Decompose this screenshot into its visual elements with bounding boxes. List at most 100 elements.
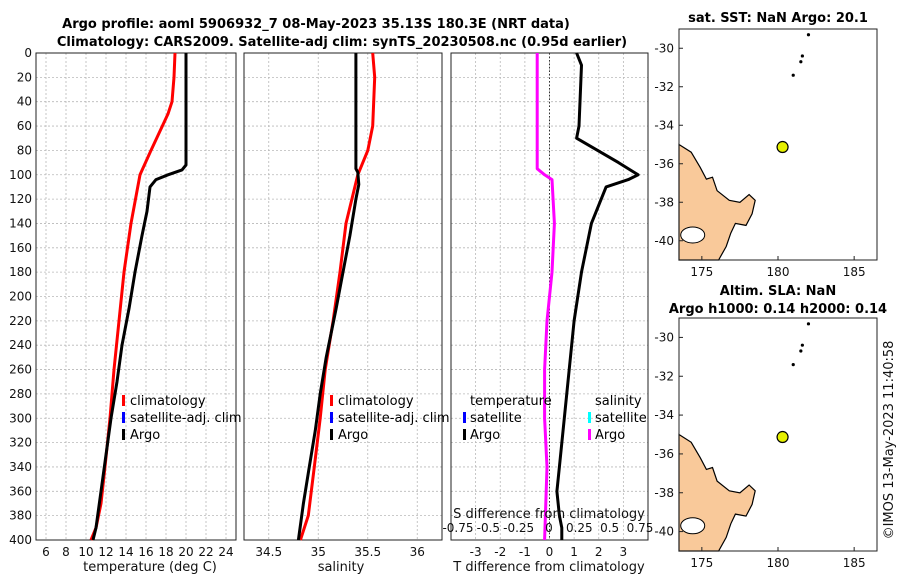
legend-header-temperature: temperature bbox=[470, 394, 552, 409]
sst-map-panel: 175 180 185 -30 -32 -34 -36 -38 -40 bbox=[654, 28, 878, 279]
x-tick-label: 3 bbox=[620, 545, 628, 559]
y-tick-label: -40 bbox=[654, 525, 674, 539]
y-tick-label: 40 bbox=[17, 95, 32, 109]
x-tick-label: 180 bbox=[767, 265, 790, 279]
y-tick-label: 220 bbox=[9, 314, 32, 328]
x-tick-label: -3 bbox=[470, 545, 482, 559]
y-tick-label: -38 bbox=[654, 195, 674, 209]
legend-header-salinity: salinity bbox=[595, 394, 642, 409]
y-tick-label: 320 bbox=[9, 436, 32, 450]
difference-panel: -3 -2 -1 0 1 2 3 temperature salinity satellite Ar… bbox=[442, 52, 654, 559]
y-tick-label: -40 bbox=[654, 234, 674, 248]
x-tick-label: 175 bbox=[690, 556, 713, 570]
top-tick-label: -0.25 bbox=[503, 521, 534, 535]
x-tick-label: 10 bbox=[78, 545, 93, 559]
y-tick-label: 20 bbox=[17, 70, 32, 84]
y-tick-label: 80 bbox=[17, 143, 32, 157]
y-tick-label: 300 bbox=[9, 411, 32, 425]
series-line-t-argo bbox=[555, 52, 640, 540]
legend-label: Argo bbox=[130, 428, 160, 443]
legend-label: Argo bbox=[595, 428, 625, 443]
title-line-2: Climatology: CARS2009. Satellite-adj cli… bbox=[57, 35, 627, 50]
salinity-panel: 34.5 35 35.5 36 climatology satellite-adj. cl… bbox=[243, 52, 450, 559]
y-tick-label: 200 bbox=[9, 290, 32, 304]
y-tick-label: -34 bbox=[654, 118, 674, 132]
y-tick-label: 400 bbox=[9, 533, 32, 547]
y-tick-label: 240 bbox=[9, 338, 32, 352]
y-tick-label: 340 bbox=[9, 460, 32, 474]
y-tick-label: -34 bbox=[654, 408, 674, 422]
x-tick-label: 8 bbox=[62, 545, 70, 559]
top-tick-label: 0 bbox=[545, 521, 553, 535]
x-tick-label: 175 bbox=[690, 265, 713, 279]
island-dot bbox=[806, 33, 811, 37]
x-tick-label: 20 bbox=[178, 545, 193, 559]
y-tick-label: 260 bbox=[9, 363, 32, 377]
top-tick-label: 0.75 bbox=[627, 521, 654, 535]
title-line-1: Argo profile: aoml 5906932_7 08-May-2023… bbox=[62, 17, 570, 32]
series-line-argo bbox=[91, 53, 188, 541]
legend-label: Argo bbox=[470, 428, 500, 443]
sla-map-title-1: Altim. SLA: NaN bbox=[720, 284, 836, 299]
legend-label: Argo bbox=[338, 428, 368, 443]
legend-label: climatology bbox=[338, 394, 414, 409]
y-tick-label: -36 bbox=[654, 447, 674, 461]
y-tick-label: 140 bbox=[9, 216, 32, 230]
legend-swatch bbox=[463, 429, 466, 440]
series-line-argo bbox=[296, 53, 361, 541]
island-dot bbox=[791, 363, 795, 367]
x-tick-label: 22 bbox=[198, 545, 213, 559]
legend-label: satellite bbox=[470, 411, 522, 426]
y-tick-label: -38 bbox=[654, 486, 674, 500]
x-tick-label: 6 bbox=[42, 545, 50, 559]
y-tick-label: 380 bbox=[9, 509, 32, 523]
x-tick-label: 185 bbox=[843, 556, 866, 570]
legend-swatch bbox=[122, 395, 125, 406]
plot-frame bbox=[243, 52, 443, 541]
y-tick-label: -36 bbox=[654, 157, 674, 171]
y-tick-label: 100 bbox=[9, 168, 32, 182]
x-tick-label: 12 bbox=[98, 545, 113, 559]
legend-swatch bbox=[463, 412, 466, 423]
sst-map-title: sat. SST: NaN Argo: 20.1 bbox=[688, 11, 868, 26]
salinity-xlabel: salinity bbox=[318, 560, 365, 575]
top-tick-label: 0.25 bbox=[566, 521, 593, 535]
y-tick-label: 160 bbox=[9, 241, 32, 255]
y-tick-label: 120 bbox=[9, 192, 32, 206]
island-dot bbox=[791, 73, 795, 77]
difference-top-label: S difference from climatology bbox=[453, 507, 645, 522]
x-tick-label: -2 bbox=[494, 545, 506, 559]
x-tick-label: 2 bbox=[595, 545, 603, 559]
y-tick-label: 360 bbox=[9, 484, 32, 498]
series-line-climatology bbox=[298, 52, 377, 541]
top-tick-label: -0.5 bbox=[477, 521, 500, 535]
x-tick-label: 185 bbox=[843, 265, 866, 279]
x-tick-label: 180 bbox=[767, 556, 790, 570]
x-tick-label: 35 bbox=[311, 545, 326, 559]
argo-position-marker bbox=[776, 140, 789, 154]
x-tick-label: 36 bbox=[410, 545, 425, 559]
legend-swatch bbox=[122, 412, 125, 423]
x-tick-label: 24 bbox=[218, 545, 233, 559]
land-inlet bbox=[680, 226, 706, 244]
legend-swatch bbox=[330, 395, 333, 406]
island-dot bbox=[806, 322, 811, 326]
y-tick-label: -32 bbox=[654, 369, 674, 383]
y-tick-label: -30 bbox=[654, 41, 674, 55]
difference-xlabel: T difference from climatology bbox=[452, 560, 645, 575]
timestamp-watermark: ©IMOS 13-May-2023 11:40:58 bbox=[882, 341, 897, 540]
island-dot bbox=[800, 54, 804, 58]
x-tick-label: 18 bbox=[158, 545, 173, 559]
x-tick-label: 0 bbox=[546, 545, 554, 559]
y-tick-label: 0 bbox=[24, 46, 32, 60]
legend-label: satellite bbox=[595, 411, 647, 426]
x-tick-label: 35.5 bbox=[354, 545, 381, 559]
series-line-s-argo bbox=[535, 53, 556, 541]
x-tick-label: 16 bbox=[138, 545, 153, 559]
temperature-xlabel: temperature (deg C) bbox=[83, 560, 217, 575]
legend-swatch bbox=[588, 429, 591, 440]
x-tick-label: 1 bbox=[570, 545, 578, 559]
y-tick-label: -32 bbox=[654, 80, 674, 94]
legend-label: satellite-adj. clim bbox=[130, 411, 242, 426]
